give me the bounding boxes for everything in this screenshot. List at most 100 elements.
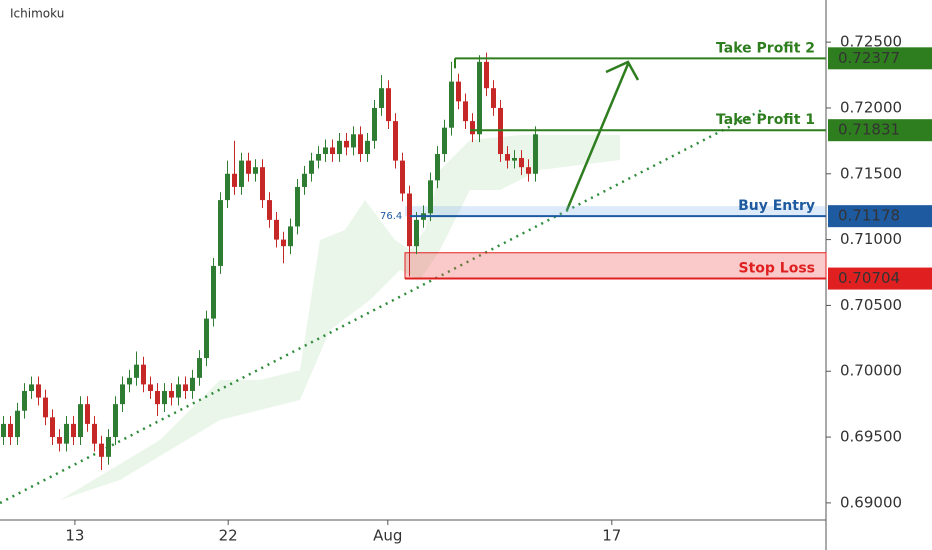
candle-body: [106, 437, 111, 457]
candle-body: [386, 88, 391, 122]
candle-body: [197, 358, 202, 378]
candle-body: [22, 390, 27, 411]
price-tag-label: 0.71831: [838, 121, 900, 139]
candle-body: [162, 390, 167, 405]
candle-body: [330, 147, 335, 155]
candle-body: [78, 404, 83, 438]
arrow: [565, 63, 630, 211]
candle-body: [365, 140, 370, 155]
candle-body: [141, 364, 146, 385]
candle-body: [379, 88, 384, 108]
candle-body: [71, 423, 76, 438]
candle-body: [120, 384, 125, 405]
candle-body: [309, 160, 314, 174]
candle-body: [239, 160, 244, 187]
level-label: Stop Loss: [739, 261, 816, 277]
candle-body: [64, 423, 69, 444]
candle-body: [470, 121, 475, 135]
y-tick-label: 0.70500: [840, 296, 902, 314]
price-tag-label: 0.71178: [838, 207, 900, 225]
y-tick-label: 0.69500: [840, 428, 902, 446]
candle-body: [267, 200, 272, 220]
candle-body: [449, 81, 454, 128]
y-tick-label: 0.69000: [840, 493, 902, 511]
entry-zone: [405, 206, 826, 217]
candle-body: [92, 423, 97, 444]
x-tick-label: 17: [602, 527, 621, 545]
price-tag: [828, 119, 932, 142]
price-tag: [828, 267, 932, 290]
candle-body: [281, 239, 286, 247]
price-tag: [828, 205, 932, 228]
candle-body: [99, 443, 104, 457]
arrow-head: [605, 60, 640, 81]
candle-body: [463, 101, 468, 122]
candle-body: [218, 200, 223, 266]
candle-body: [274, 219, 279, 240]
candle-body: [295, 186, 300, 227]
candle-body: [428, 180, 433, 214]
candle-body: [232, 173, 237, 187]
candle-body: [484, 61, 489, 89]
candle-body: [533, 134, 538, 174]
x-tick-label: 22: [219, 527, 238, 545]
candle-body: [29, 384, 34, 391]
price-tag-label: 0.70704: [838, 269, 900, 287]
candle-body: [204, 318, 209, 359]
candle-body: [260, 167, 265, 201]
candle-body: [57, 437, 62, 444]
candle-body: [435, 154, 440, 181]
candle-body: [50, 417, 55, 438]
candle-body: [351, 134, 356, 148]
candle-body: [302, 173, 307, 187]
candle-body: [253, 167, 258, 174]
y-tick-label: 0.72500: [840, 33, 902, 51]
candle-body: [456, 81, 461, 102]
candle-body: [337, 140, 342, 155]
candle-body: [1, 423, 6, 438]
candle-body: [15, 410, 20, 438]
candle-body: [246, 160, 251, 174]
fib-label: 76.4: [380, 211, 402, 222]
candle-body: [148, 384, 153, 391]
candle-body: [190, 377, 195, 391]
candle-body: [323, 147, 328, 155]
candle-body: [211, 265, 216, 319]
candle-body: [155, 390, 160, 405]
candle-body: [183, 384, 188, 391]
candle-body: [519, 157, 524, 168]
candle-body: [512, 157, 517, 161]
price-tag: [828, 47, 932, 70]
candle-body: [477, 61, 482, 135]
candle-body: [127, 377, 132, 385]
y-tick-label: 0.70000: [840, 362, 902, 380]
candle-body: [393, 121, 398, 161]
chart-title: Ichimoku: [10, 7, 64, 21]
candle-body: [288, 226, 293, 247]
candle-body: [372, 107, 377, 141]
candle-body: [85, 404, 90, 424]
candle-body: [113, 404, 118, 438]
candle-body: [225, 173, 230, 201]
candle-body: [400, 160, 405, 194]
candle-body: [358, 134, 363, 155]
candle-body: [169, 390, 174, 398]
candle-body: [316, 154, 321, 161]
candle-body: [8, 423, 13, 438]
candle-body: [491, 88, 496, 108]
candle-body: [505, 154, 510, 161]
price-tag-label: 0.72377: [838, 49, 900, 67]
y-tick-label: 0.71500: [840, 164, 902, 182]
level-label: Take Profit 1: [716, 112, 815, 128]
y-tick-label: 0.72000: [840, 98, 902, 116]
candle-body: [344, 140, 349, 148]
ichimoku-cloud: [60, 135, 620, 500]
y-tick-label: 0.71000: [840, 230, 902, 248]
candle-body: [526, 167, 531, 174]
x-tick-label: 13: [65, 527, 84, 545]
x-tick-label: Aug: [373, 527, 402, 545]
level-label: Take Profit 2: [716, 40, 815, 56]
candle-body: [43, 397, 48, 418]
candle-body: [407, 193, 412, 247]
